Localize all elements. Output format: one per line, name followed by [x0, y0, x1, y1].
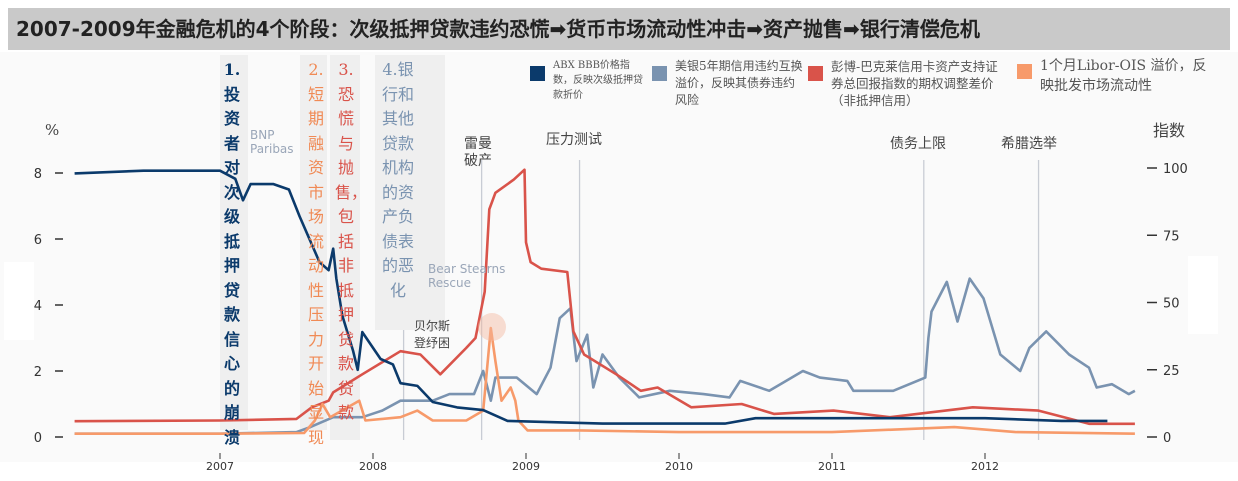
- legend-item-abx: ABX BBB价格指数，反映次级抵押贷款折价: [530, 58, 645, 103]
- side-label-right: 百分比: [1188, 256, 1218, 334]
- y-left-tick-label: 6: [34, 233, 42, 248]
- x-tick-label: 2012: [971, 460, 999, 473]
- phase-4-label: 4.银行和其他贷款机构的资产负债表的恶化: [381, 60, 414, 300]
- greek-election-label: 希腊选举: [1001, 136, 1057, 152]
- x-tick-label: 2009: [512, 460, 540, 473]
- debt-ceiling-label: 债务上限: [890, 136, 946, 152]
- y-left-tick-label: 8: [34, 167, 42, 182]
- series-line-2: [74, 168, 1135, 426]
- phase-band-4: [375, 55, 445, 330]
- x-tick-label: 2007: [206, 460, 234, 473]
- y-axis-left-label: %: [45, 121, 60, 139]
- bear-stearns-rescue-label: 贝尔斯登纾困: [414, 319, 451, 350]
- y-left-tick-label: 4: [34, 299, 42, 314]
- y-right-tick-label: 25: [1163, 364, 1180, 379]
- plot-background: [0, 52, 1238, 462]
- legend-label: 1个月Libor-OIS 溢价，反映批发市场流动性: [1040, 58, 1207, 94]
- legend-item-cds: 美银5年期信用违约互换溢价，反映其债券违约风险: [652, 58, 804, 109]
- legend-swatch: [652, 66, 667, 81]
- legend-item-abs: 彭博-巴克莱信用卡资产支持证券总回报指数的期权调整差价（非抵押信用）: [808, 58, 1008, 109]
- y-right-tick-label: 75: [1163, 229, 1180, 244]
- series-line-1: [74, 277, 1136, 435]
- phase-1-label: 1.投资者对次级抵押贷款信心的崩溃: [223, 60, 241, 447]
- legend-swatch: [530, 66, 545, 81]
- side-label-left: 百分比: [4, 262, 34, 340]
- phase-band-1: [220, 55, 248, 430]
- bnp-paribas-label: BNP Paribas: [250, 128, 294, 156]
- legend-label: 彭博-巴克莱信用卡资产支持证券总回报指数的期权调整差价（非抵押信用）: [831, 59, 998, 108]
- legend-swatch: [808, 66, 823, 81]
- stress-test-label: 压力测试: [546, 132, 602, 148]
- y-right-tick-label: 100: [1163, 162, 1188, 177]
- x-tick-label: 2010: [665, 460, 693, 473]
- legend-label: ABX BBB价格指数，反映次级抵押贷款折价: [553, 60, 643, 101]
- x-tick-label: 2011: [818, 460, 846, 473]
- y-right-tick-label: 50: [1163, 297, 1180, 312]
- lehman-label: 雷曼破产: [464, 136, 492, 169]
- series-line-3: [74, 326, 1135, 435]
- phase-3-label: 3.恐慌与抛售，包括非抵押贷款贷款: [335, 60, 368, 422]
- lehman-highlight: [478, 313, 506, 341]
- y-right-tick-label: 0: [1163, 431, 1171, 446]
- y-left-tick-label: 0: [34, 431, 42, 446]
- x-tick-label: 2008: [359, 460, 387, 473]
- y-axis-right-label: 指数: [1153, 121, 1186, 140]
- phase-band-2: [300, 55, 327, 430]
- phase-band-3: [330, 55, 360, 440]
- y-left-tick-label: 2: [34, 365, 42, 380]
- legend-label: 美银5年期信用违约互换溢价，反映其债券违约风险: [675, 59, 803, 107]
- series-line-0: [74, 169, 1108, 425]
- legend-swatch: [1017, 64, 1032, 79]
- phase-2-label: 2.短期融资市场流动性压力开始显现: [307, 60, 324, 447]
- chart-title: 2007-2009年金融危机的4个阶段：次级抵押贷款违约恐慌➡货币市场流动性冲击…: [8, 8, 1230, 50]
- legend-item-libor-ois: 1个月Libor-OIS 溢价，反映批发市场流动性: [1017, 56, 1217, 96]
- bear-stearns-label: Bear Stearns Rescue: [428, 262, 506, 290]
